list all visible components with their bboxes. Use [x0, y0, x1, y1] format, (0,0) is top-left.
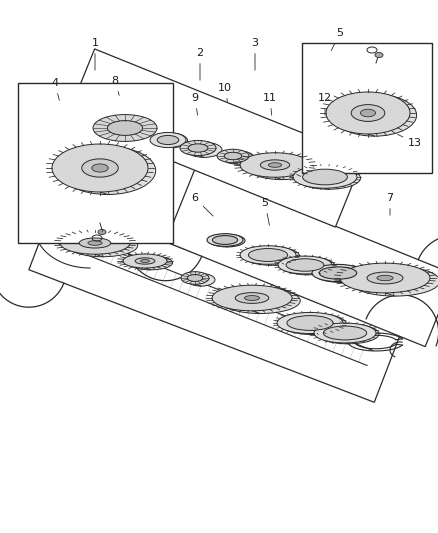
Ellipse shape — [152, 133, 187, 148]
Ellipse shape — [280, 313, 346, 335]
Text: 12: 12 — [318, 93, 332, 115]
Ellipse shape — [79, 238, 111, 248]
Ellipse shape — [351, 104, 385, 122]
Ellipse shape — [187, 274, 203, 281]
Ellipse shape — [332, 94, 417, 136]
Ellipse shape — [281, 257, 335, 275]
Ellipse shape — [314, 265, 367, 282]
Ellipse shape — [240, 153, 310, 177]
Ellipse shape — [181, 272, 209, 284]
FancyBboxPatch shape — [302, 43, 432, 173]
Ellipse shape — [220, 288, 300, 313]
Ellipse shape — [314, 323, 376, 343]
Ellipse shape — [244, 247, 300, 265]
Ellipse shape — [224, 152, 242, 160]
Ellipse shape — [268, 163, 282, 167]
Text: 6: 6 — [191, 193, 213, 216]
Ellipse shape — [102, 117, 166, 144]
Ellipse shape — [212, 236, 237, 245]
Ellipse shape — [350, 266, 438, 296]
Ellipse shape — [123, 254, 167, 268]
Text: 11: 11 — [263, 93, 277, 115]
Ellipse shape — [107, 120, 143, 135]
Ellipse shape — [244, 296, 260, 301]
Ellipse shape — [187, 273, 215, 286]
Ellipse shape — [360, 109, 375, 117]
Polygon shape — [29, 200, 401, 402]
Ellipse shape — [186, 142, 222, 157]
Ellipse shape — [248, 248, 288, 262]
Ellipse shape — [303, 169, 347, 185]
Text: 10: 10 — [218, 83, 232, 102]
FancyBboxPatch shape — [18, 83, 173, 243]
Ellipse shape — [68, 235, 138, 257]
Ellipse shape — [207, 233, 243, 246]
Ellipse shape — [222, 151, 254, 164]
Text: 9: 9 — [191, 93, 198, 115]
Ellipse shape — [52, 144, 148, 192]
Ellipse shape — [317, 324, 379, 344]
Polygon shape — [67, 49, 364, 227]
Text: 7: 7 — [386, 193, 394, 215]
Polygon shape — [166, 169, 438, 346]
Ellipse shape — [278, 256, 332, 274]
Text: 2: 2 — [196, 48, 204, 80]
Ellipse shape — [340, 263, 430, 293]
Ellipse shape — [287, 316, 333, 330]
Text: 4: 4 — [51, 78, 59, 100]
Ellipse shape — [188, 144, 208, 152]
Ellipse shape — [212, 285, 292, 311]
Ellipse shape — [240, 246, 296, 264]
Ellipse shape — [135, 258, 155, 264]
Ellipse shape — [247, 155, 317, 180]
Ellipse shape — [88, 241, 102, 245]
Text: 1: 1 — [92, 38, 99, 70]
Ellipse shape — [260, 160, 290, 170]
Ellipse shape — [312, 264, 364, 281]
Ellipse shape — [60, 232, 130, 254]
Ellipse shape — [157, 135, 179, 144]
Ellipse shape — [235, 293, 269, 303]
Text: 5: 5 — [261, 198, 269, 225]
Ellipse shape — [217, 149, 249, 163]
Ellipse shape — [323, 326, 367, 340]
Ellipse shape — [128, 256, 173, 270]
Ellipse shape — [326, 92, 410, 134]
Ellipse shape — [60, 147, 155, 195]
Ellipse shape — [141, 260, 149, 262]
Ellipse shape — [277, 312, 343, 334]
Ellipse shape — [293, 166, 357, 188]
Ellipse shape — [297, 167, 360, 189]
Text: 5: 5 — [331, 28, 343, 51]
Ellipse shape — [209, 235, 245, 247]
Ellipse shape — [367, 272, 403, 284]
Ellipse shape — [319, 267, 357, 279]
Ellipse shape — [375, 52, 383, 58]
Ellipse shape — [286, 259, 324, 271]
Text: 3: 3 — [251, 38, 258, 70]
Ellipse shape — [377, 276, 393, 281]
Text: 13: 13 — [397, 134, 422, 148]
Ellipse shape — [98, 230, 106, 235]
Ellipse shape — [150, 132, 186, 148]
Text: 8: 8 — [111, 76, 119, 95]
Ellipse shape — [93, 115, 157, 141]
Ellipse shape — [82, 159, 118, 177]
Ellipse shape — [92, 164, 108, 172]
Ellipse shape — [180, 140, 216, 156]
